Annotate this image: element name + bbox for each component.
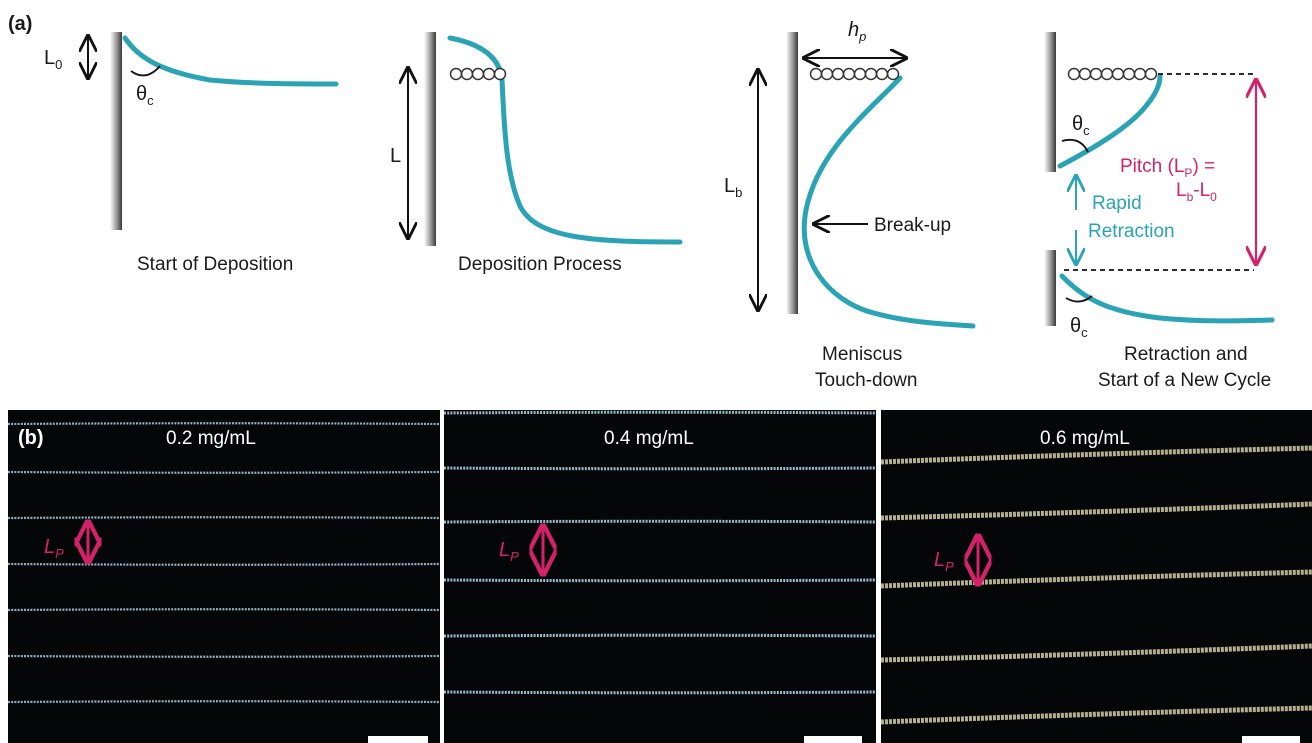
deposited-stripe xyxy=(7,654,441,658)
meniscus-curve xyxy=(801,75,976,329)
panel-b-label: (b) xyxy=(18,427,44,449)
lp-label-1: LP xyxy=(44,536,64,561)
particle-chain xyxy=(449,67,507,81)
particle-chain xyxy=(1067,67,1158,81)
deposited-stripe xyxy=(880,445,1312,465)
concentration-label-1: 0.2 mg/mL xyxy=(166,428,256,449)
deposited-stripe xyxy=(880,643,1312,663)
deposited-stripe xyxy=(880,501,1312,521)
deposited-stripe xyxy=(443,410,877,415)
lb-label: Lb xyxy=(724,175,742,200)
lp-label-2: LP xyxy=(499,539,519,564)
panel-a-label: (a) xyxy=(8,13,32,35)
deposited-stripe xyxy=(443,690,877,695)
upper-theta-c-label: θc xyxy=(1072,113,1090,138)
pitch-label-line2: Lb-L0 xyxy=(1176,180,1217,204)
substrate-wall xyxy=(424,32,436,246)
meniscus-curve xyxy=(122,35,339,87)
stripe-lines xyxy=(7,410,1312,725)
substrate-wall xyxy=(110,32,122,230)
caption-start-of-deposition: Start of Deposition xyxy=(137,254,293,275)
concentration-label-3: 0.6 mg/mL xyxy=(1040,428,1130,449)
lower-meniscus-curve xyxy=(1059,273,1275,324)
caption-new-cycle: Start of a New Cycle xyxy=(1098,370,1271,391)
particle-chain xyxy=(809,67,900,81)
lower-theta-c-label: θc xyxy=(1070,315,1088,340)
scale-bar-2 xyxy=(804,736,862,743)
lp-label-3: LP xyxy=(934,549,954,574)
deposited-stripe xyxy=(443,633,877,638)
stage-start-of-deposition: L0 θc Start of Deposition xyxy=(44,32,339,275)
l0-label: L0 xyxy=(44,47,62,72)
lower-contact-angle-arc xyxy=(1065,295,1093,303)
deposited-stripe xyxy=(880,705,1312,725)
panel-a: (a) L0 θc Start of Deposition L Depositi… xyxy=(8,13,1275,391)
stage-deposition-process: L Deposition Process xyxy=(390,32,683,275)
meniscus-curve xyxy=(447,35,683,245)
breakup-label: Break-up xyxy=(874,215,951,236)
concentration-label-2: 0.4 mg/mL xyxy=(604,428,694,449)
scale-bar-1 xyxy=(368,736,428,743)
caption-touch-down: Touch-down xyxy=(815,370,917,391)
caption-meniscus: Meniscus xyxy=(822,344,902,365)
scale-bar-3 xyxy=(1242,736,1300,743)
retraction-label: Retraction xyxy=(1088,221,1175,242)
substrate-wall-lower xyxy=(1044,250,1056,326)
deposited-stripe xyxy=(7,516,441,520)
rapid-label: Rapid xyxy=(1092,193,1142,214)
panel-b: (b) 0.2 mg/mL 0.4 mg/mL 0.6 mg/mL LP LP … xyxy=(7,410,1312,743)
stage-meniscus-touch-down: hp Lb Break-up Meniscus Touch-down xyxy=(724,19,976,391)
substrate-wall xyxy=(786,32,798,314)
caption-deposition-process: Deposition Process xyxy=(458,254,622,275)
deposited-stripe xyxy=(443,578,877,583)
stage-retraction: θc θc Pitch (LP) = Lb-L0 Rapid Retractio… xyxy=(1044,32,1275,391)
deposited-stripe xyxy=(880,569,1312,589)
hp-label: hp xyxy=(848,19,866,44)
image-0.6-background xyxy=(881,410,1312,743)
deposited-stripe xyxy=(443,466,877,471)
deposited-stripe xyxy=(7,562,441,566)
deposited-stripe xyxy=(7,422,441,426)
deposited-stripe xyxy=(443,519,877,524)
deposited-stripe xyxy=(7,470,441,474)
contact-angle-arc xyxy=(130,65,161,77)
deposited-stripe xyxy=(7,700,441,704)
deposited-stripe xyxy=(7,608,441,612)
l-label: L xyxy=(390,145,401,167)
image-0.2-background xyxy=(8,410,440,743)
substrate-wall-upper xyxy=(1044,32,1056,172)
theta-c-label: θc xyxy=(136,83,154,108)
image-0.4-background xyxy=(444,410,876,743)
pitch-label-line1: Pitch (LP) = xyxy=(1120,156,1215,180)
caption-retraction-and: Retraction and xyxy=(1124,344,1248,365)
upper-contact-angle-arc xyxy=(1061,138,1089,153)
